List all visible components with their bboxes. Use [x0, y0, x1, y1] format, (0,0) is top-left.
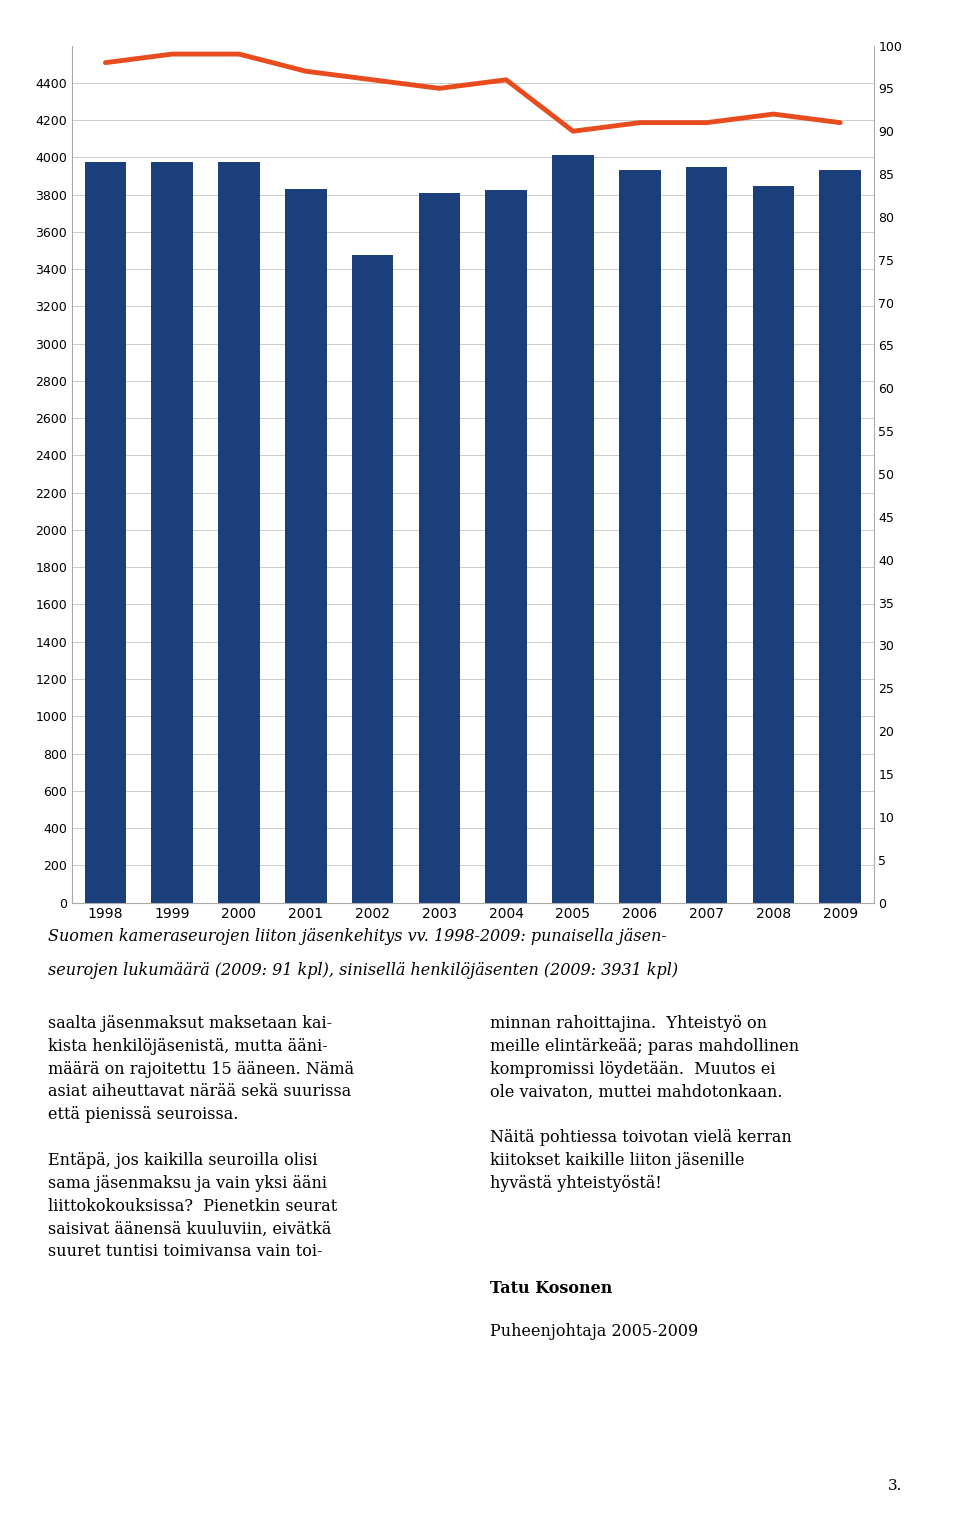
Bar: [552, 155, 593, 903]
Bar: [152, 162, 193, 903]
Bar: [820, 170, 861, 903]
Bar: [619, 170, 660, 903]
Text: seurojen lukumäärä (2009: 91 kpl), sinisellä henkilöjäsenten (2009: 3931 kpl): seurojen lukumäärä (2009: 91 kpl), sinis…: [48, 962, 678, 978]
Bar: [685, 167, 728, 903]
Text: saalta jäsenmaksut maksetaan kai-
kista henkilöjäsenistä, mutta ääni-
määrä on r: saalta jäsenmaksut maksetaan kai- kista …: [48, 1015, 354, 1261]
Bar: [218, 162, 260, 903]
Bar: [285, 190, 326, 903]
Bar: [753, 187, 794, 903]
Bar: [419, 193, 460, 903]
Text: Suomen kameraseurojen liiton jäsenkehitys vv. 1998-2009: punaisella jäsen-: Suomen kameraseurojen liiton jäsenkehity…: [48, 928, 667, 945]
Bar: [352, 255, 394, 903]
Text: minnan rahoittajina.  Yhteistyö on
meille elintärkeää; paras mahdollinen
komprom: minnan rahoittajina. Yhteistyö on meille…: [490, 1015, 799, 1192]
Bar: [84, 162, 126, 903]
Text: 3.: 3.: [888, 1479, 902, 1493]
Text: Puheenjohtaja 2005-2009: Puheenjohtaja 2005-2009: [490, 1323, 698, 1340]
Text: Tatu Kosonen: Tatu Kosonen: [490, 1280, 612, 1297]
Bar: [486, 190, 527, 903]
